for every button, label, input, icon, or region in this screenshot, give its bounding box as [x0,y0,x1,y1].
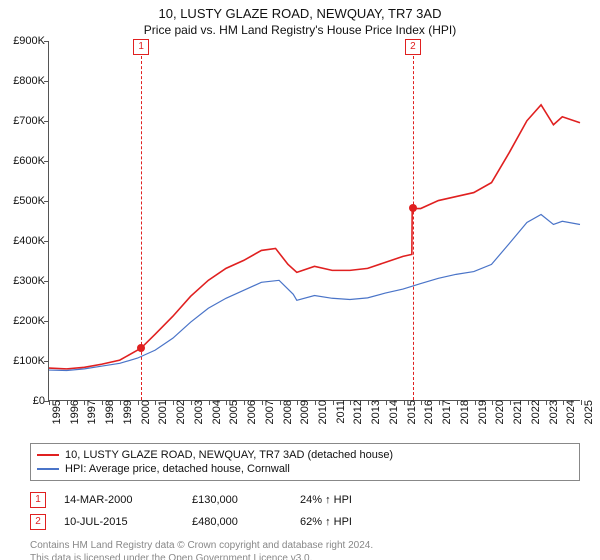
sale-row: 1 14-MAR-2000 £130,000 24% ↑ HPI [30,489,580,511]
x-axis-label: 2017 [435,400,453,424]
x-axis-label: 2021 [506,400,524,424]
x-axis-label: 2003 [187,400,205,424]
chart-title: 10, LUSTY GLAZE ROAD, NEWQUAY, TR7 3AD [0,6,600,21]
x-axis-label: 2019 [471,400,489,424]
sales-table: 1 14-MAR-2000 £130,000 24% ↑ HPI 2 10-JUL-201… [30,489,580,533]
x-axis-label: 1999 [116,400,134,424]
legend-label: HPI: Average price, detached house, Corn… [65,463,290,475]
x-axis-label: 2025 [577,400,595,424]
chart-area: £0£100K£200K£300K£400K£500K£600K£700K£80… [48,41,580,401]
x-axis-label: 2018 [453,400,471,424]
x-axis-label: 1996 [63,400,81,424]
x-axis-label: 2007 [258,400,276,424]
footnote-line: This data is licensed under the Open Gov… [30,552,580,560]
series-line [49,105,580,369]
legend-swatch [37,468,59,470]
x-axis-label: 2024 [559,400,577,424]
x-axis-label: 2005 [222,400,240,424]
x-axis-label: 1998 [98,400,116,424]
sale-row: 2 10-JUL-2015 £480,000 62% ↑ HPI [30,511,580,533]
sale-date: 10-JUL-2015 [64,516,174,528]
sale-point [137,344,145,352]
sale-price: £130,000 [192,494,282,506]
x-axis-label: 2000 [134,400,152,424]
x-axis-label: 2006 [240,400,258,424]
x-axis-label: 2013 [364,400,382,424]
x-axis-label: 1995 [45,400,63,424]
x-axis-label: 2012 [346,400,364,424]
x-axis-label: 2002 [169,400,187,424]
legend-label: 10, LUSTY GLAZE ROAD, NEWQUAY, TR7 3AD (… [65,449,393,461]
sale-index: 2 [30,514,46,530]
legend-item: 10, LUSTY GLAZE ROAD, NEWQUAY, TR7 3AD (… [37,448,573,462]
sale-vs-hpi: 62% ↑ HPI [300,516,390,528]
x-axis-label: 1997 [80,400,98,424]
x-axis-label: 2016 [417,400,435,424]
x-axis-label: 2008 [276,400,294,424]
legend: 10, LUSTY GLAZE ROAD, NEWQUAY, TR7 3AD (… [30,443,580,481]
x-axis-label: 2020 [488,400,506,424]
x-axis-label: 2023 [542,400,560,424]
x-axis-label: 2011 [329,400,347,424]
x-axis-label: 2004 [205,400,223,424]
x-axis-label: 2009 [293,400,311,424]
sale-index: 1 [30,492,46,508]
footnote-line: Contains HM Land Registry data © Crown c… [30,539,580,552]
x-axis-label: 2015 [400,400,418,424]
sale-point [409,204,417,212]
x-axis-label: 2022 [524,400,542,424]
x-axis-label: 2001 [151,400,169,424]
x-axis-label: 2014 [382,400,400,424]
legend-item: HPI: Average price, detached house, Corn… [37,462,573,476]
x-axis-label: 2010 [311,400,329,424]
sale-vs-hpi: 24% ↑ HPI [300,494,390,506]
sale-date: 14-MAR-2000 [64,494,174,506]
sale-price: £480,000 [192,516,282,528]
legend-swatch [37,454,59,456]
series-line [49,215,580,371]
footnote: Contains HM Land Registry data © Crown c… [30,539,580,560]
chart-subtitle: Price paid vs. HM Land Registry's House … [0,23,600,37]
